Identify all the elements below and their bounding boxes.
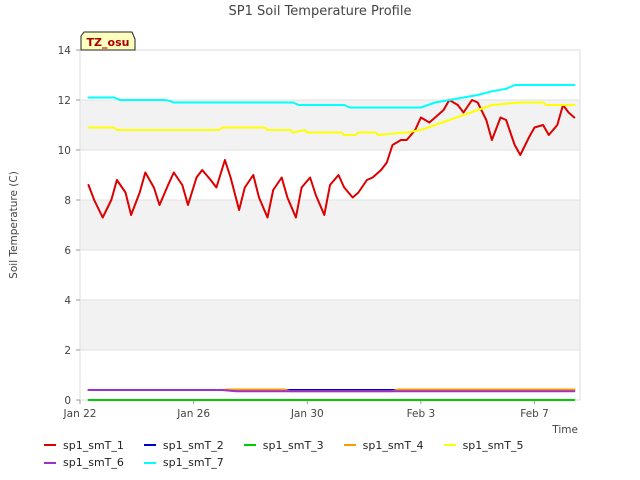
legend-label: sp1_smT_3 (262, 438, 324, 452)
legend-item: sp1_smT_3 (243, 437, 324, 454)
y-tick-label: 12 (58, 95, 71, 107)
x-axis-label: Time (551, 424, 578, 436)
y-axis-label: Soil Temperature (C) (8, 171, 20, 279)
legend-item: sp1_smT_5 (443, 437, 524, 454)
legend-label: sp1_smT_6 (63, 456, 124, 469)
legend-item: sp1_smT_1 (44, 437, 124, 454)
y-tick-label: 0 (64, 395, 71, 407)
background-band (80, 300, 580, 350)
x-tick-label: Feb 3 (407, 408, 436, 420)
legend-swatch (343, 444, 356, 446)
legend-swatch (143, 461, 156, 464)
legend-item: sp1_smT_6 (44, 454, 124, 471)
legend-label: sp1_smT_4 (362, 438, 424, 452)
series-line-sp1_smT_5 (87, 101, 576, 136)
legend-label: sp1_smT_1 (63, 438, 124, 452)
series-line-sp1_smT_6 (87, 389, 576, 393)
legend-label: sp1_smT_7 (162, 456, 224, 469)
series-lines (87, 84, 576, 401)
series-line-sp1_smT_7 (87, 84, 576, 109)
legend-swatch (44, 461, 56, 464)
x-tick-label: Jan 26 (176, 408, 210, 420)
site-badge: TZ_osu (80, 31, 136, 51)
background-bands (80, 50, 580, 401)
legend-item: sp1_smT_2 (143, 437, 224, 454)
y-tick-label: 8 (64, 195, 71, 207)
badge-label: TZ_osu (87, 36, 130, 49)
background-band (80, 200, 580, 250)
y-tick-label: 14 (58, 45, 72, 57)
legend-item: sp1_smT_7 (143, 454, 224, 471)
y-tick-label: 4 (64, 295, 71, 307)
legend-swatch (243, 444, 256, 446)
series-line-sp1_smT_1 (87, 99, 576, 219)
legend-swatch (143, 444, 156, 446)
legend: sp1_smT_1 sp1_smT_2 sp1_smT_3 sp1_smT_4 sp1_… (44, 436, 634, 471)
y-tick-label: 2 (64, 345, 71, 357)
legend-label: sp1_smT_2 (162, 438, 224, 452)
background-band (80, 350, 580, 400)
chart-title: SP1 Soil Temperature Profile (229, 4, 412, 19)
y-tick-label: 10 (58, 145, 71, 157)
background-band (80, 100, 580, 150)
x-axis-ticks: Jan 22 Jan 26 Jan 30 Feb 3 Feb 7 (63, 400, 549, 420)
y-axis-ticks: 0 2 4 6 8 10 12 14 (58, 45, 80, 407)
x-tick-label: Jan 30 (290, 408, 324, 420)
background-band (80, 250, 580, 300)
legend-swatch (443, 444, 456, 446)
x-tick-label: Feb 7 (520, 408, 549, 420)
badge-box (80, 31, 136, 51)
legend-label: sp1_smT_5 (462, 438, 524, 452)
background-band (80, 150, 580, 200)
legend-swatch (44, 444, 56, 446)
background-band (80, 50, 580, 100)
y-tick-label: 6 (64, 245, 71, 257)
x-tick-label: Jan 22 (63, 408, 97, 420)
legend-item: sp1_smT_4 (343, 437, 424, 454)
